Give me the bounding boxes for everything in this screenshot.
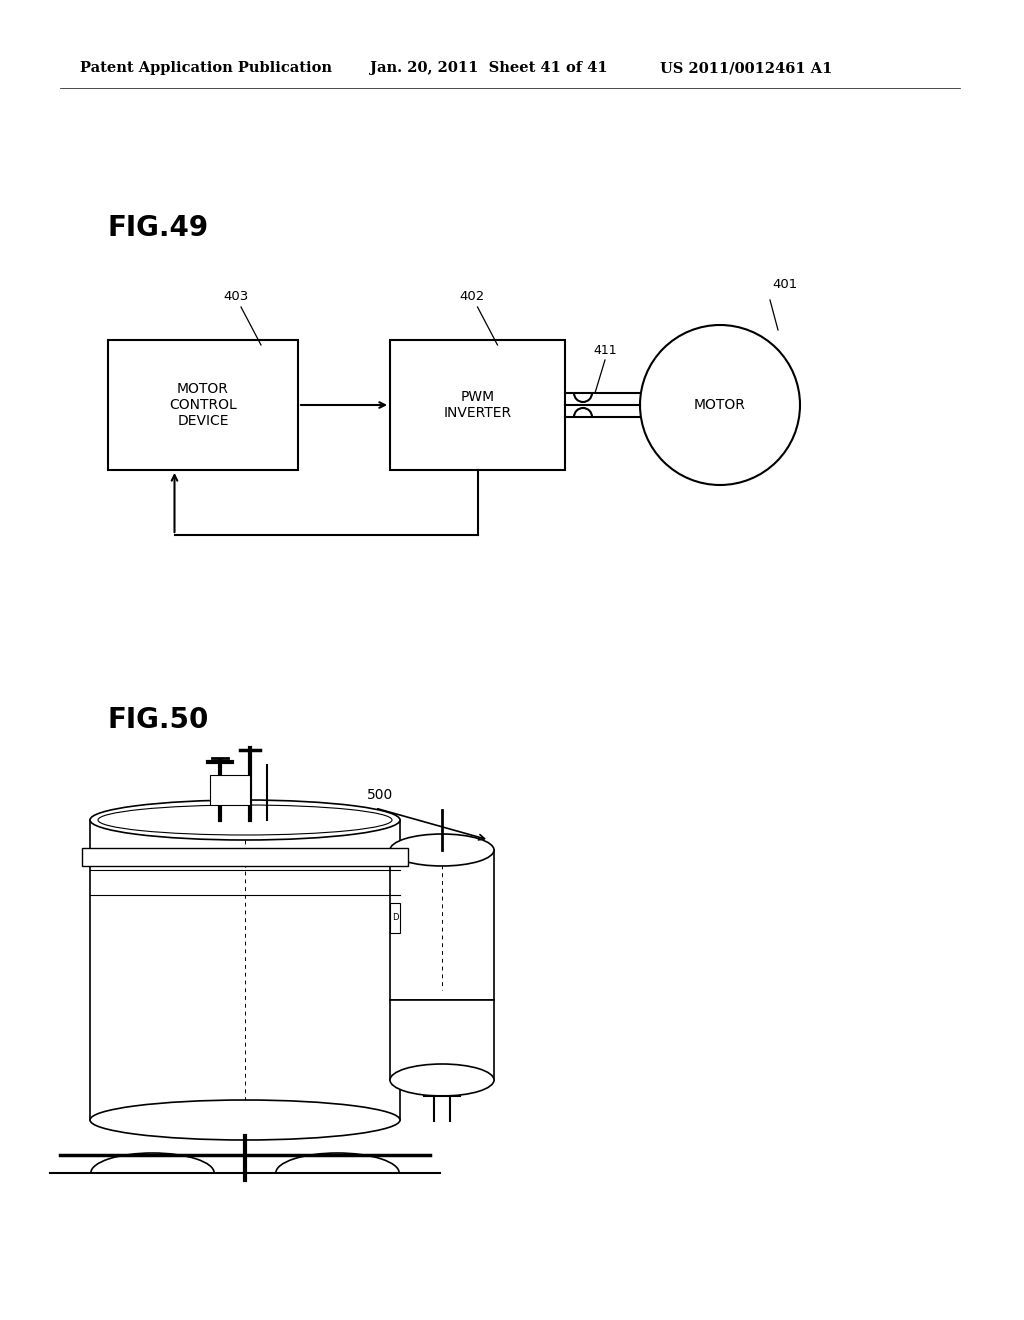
Text: 411: 411 — [593, 343, 616, 356]
Ellipse shape — [90, 1100, 400, 1140]
Text: US 2011/0012461 A1: US 2011/0012461 A1 — [660, 61, 833, 75]
Ellipse shape — [390, 834, 494, 866]
Bar — [390, 903, 400, 932]
Text: MOTOR: MOTOR — [694, 399, 745, 412]
Bar — [90, 820, 400, 1119]
Bar — [108, 341, 298, 470]
Text: FIG.49: FIG.49 — [108, 214, 209, 242]
Bar — [210, 775, 250, 805]
Ellipse shape — [390, 1064, 494, 1096]
Text: PWM
INVERTER: PWM INVERTER — [443, 389, 512, 420]
Text: MOTOR
CONTROL
DEVICE: MOTOR CONTROL DEVICE — [169, 381, 237, 428]
Circle shape — [640, 325, 800, 484]
Bar — [82, 847, 408, 866]
Text: 401: 401 — [772, 279, 798, 292]
Text: FIG.50: FIG.50 — [108, 706, 209, 734]
Ellipse shape — [98, 805, 392, 836]
Text: 402: 402 — [460, 290, 485, 304]
Text: Patent Application Publication: Patent Application Publication — [80, 61, 332, 75]
Text: D: D — [392, 913, 398, 921]
Text: 403: 403 — [223, 290, 249, 304]
Bar — [390, 1001, 494, 1080]
Ellipse shape — [90, 800, 400, 840]
Text: Jan. 20, 2011  Sheet 41 of 41: Jan. 20, 2011 Sheet 41 of 41 — [370, 61, 607, 75]
Text: 500: 500 — [367, 788, 393, 803]
Bar — [390, 850, 494, 1001]
Bar — [390, 341, 565, 470]
